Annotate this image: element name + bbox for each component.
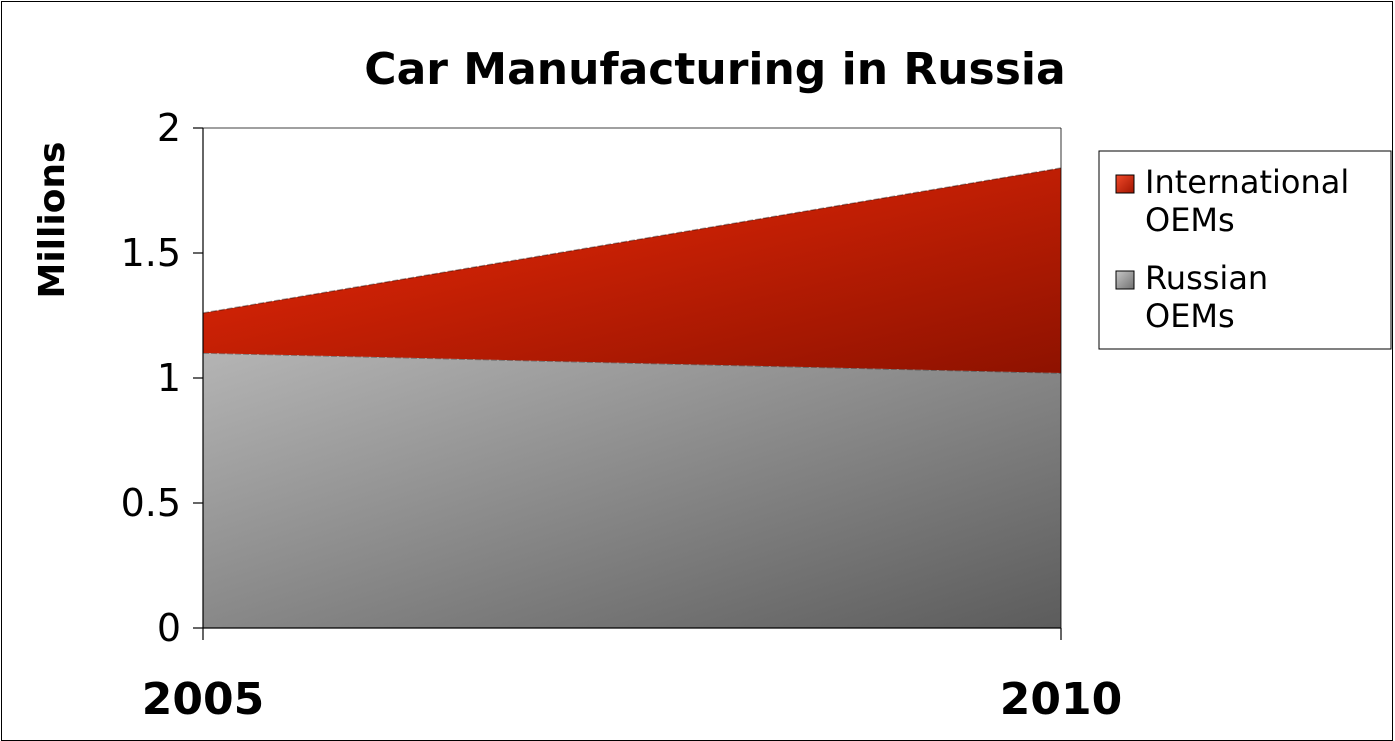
legend-swatch-russian-oems: [1115, 270, 1135, 290]
legend-label-international-oems: International: [1145, 163, 1349, 201]
y-tick-label: 1.5: [121, 231, 181, 275]
legend-box: [1098, 150, 1392, 350]
legend-swatch-international-oems: [1115, 174, 1135, 194]
y-tick-label: 0.5: [121, 481, 181, 525]
area-international-oems: [203, 168, 1061, 373]
axes: 0 0.5 1 1.5 2 2005 2010: [121, 106, 1123, 725]
y-tick-label: 1: [157, 356, 181, 400]
y-tick-label: 2: [157, 106, 181, 150]
area-russian-oems: [203, 353, 1061, 628]
x-tick-label: 2005: [142, 674, 264, 725]
legend-label-russian-oems: OEMs: [1145, 297, 1235, 335]
y-tick-label: 0: [157, 606, 181, 650]
chart-title: Car Manufacturing in Russia: [364, 44, 1065, 95]
area-edge-international-oems: [202, 167, 1062, 314]
y-axis-label: Millions: [32, 142, 73, 299]
legend-label-russian-oems: Russian: [1145, 259, 1268, 297]
x-tick-label: 2010: [1000, 674, 1122, 725]
legend-label-international-oems: OEMs: [1145, 201, 1235, 239]
plot-area: [202, 128, 1062, 628]
